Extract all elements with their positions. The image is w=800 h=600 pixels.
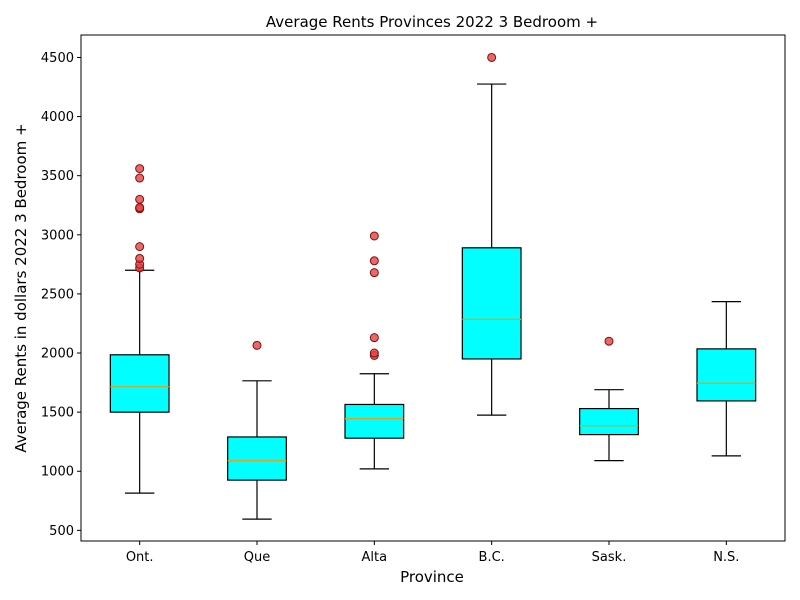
outlier-point [369,256,379,266]
x-tick-label: B.C. [479,550,505,565]
y-tick-label: 4500 [41,51,74,66]
outlier-point [369,231,379,241]
chart-title: Average Rents Provinces 2022 3 Bedroom + [266,13,598,31]
outlier-point [369,333,379,343]
iqr-box [461,247,522,360]
outlier-point [487,52,497,62]
y-tick-label: 1000 [41,465,74,480]
y-tick-label: 1500 [41,406,74,421]
plot-area: 500 1000 1500 2000 2500 3000 3500 4000 4500 Ont. Q… [41,51,757,565]
plot-frame [80,34,786,542]
x-tick-label: Ont. [126,550,154,565]
outlier-point [135,203,145,213]
outlier-point [135,242,145,252]
outlier-point [604,336,614,346]
x-tick-label: N.S. [713,550,739,565]
iqr-box [696,348,757,402]
iqr-box [109,354,170,413]
y-tick-label: 4000 [41,110,74,125]
y-tick-label: 500 [49,524,74,539]
outlier-point [369,268,379,278]
outlier-point [135,194,145,204]
y-tick-label: 3000 [41,228,74,243]
outlier-point [135,253,145,263]
outlier-point [135,164,145,174]
iqr-box [344,403,405,439]
x-tick-label: Sask. [592,550,627,565]
y-tick-label: 2500 [41,287,74,302]
y-tick-label: 3500 [41,169,74,184]
x-tick-label: Que [244,550,270,565]
outlier-point [369,348,379,358]
outlier-point [252,340,262,350]
iqr-box [579,407,639,436]
y-axis-label: Average Rents in dollars 2022 3 Bedroom … [12,123,30,452]
outlier-point [135,173,145,183]
y-tick-label: 2000 [41,347,74,362]
iqr-box [227,436,287,481]
x-axis-label: Province [400,568,464,586]
x-tick-label: Alta [362,550,388,565]
